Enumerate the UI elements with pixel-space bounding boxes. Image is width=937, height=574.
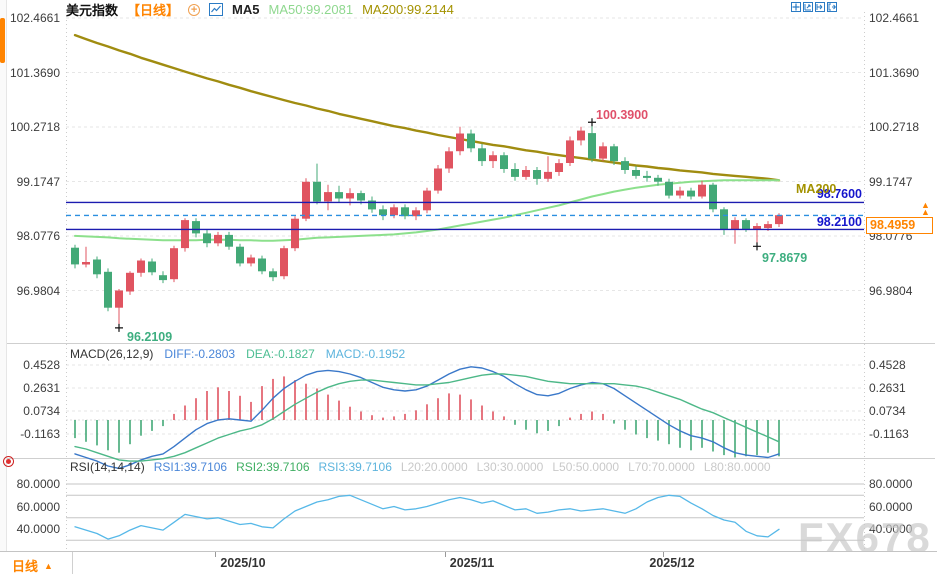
instrument-title: 美元指数 [66,3,119,18]
circle-plus-icon[interactable]: + [188,3,201,16]
macd-name[interactable]: MACD(26,12,9) [70,347,154,361]
high-price-label: 100.3900 [596,108,649,122]
month-tick [445,552,446,557]
macd-diff-value: DIFF:-0.2803 [164,347,236,361]
exit-chart-icon[interactable] [827,2,837,12]
period-selector[interactable]: 日线 ▲ [12,556,53,574]
month-label: 2025/10 [220,556,266,570]
live-indicator-icon[interactable] [3,456,14,467]
rsi-l30-value: L30:30.0000 [476,460,544,474]
rsi-l50-value: L50:50.0000 [552,460,620,474]
macd-axis-label: 0.2631 [23,381,60,395]
price-axis-label: 102.4661 [9,11,60,25]
price-axis-label: 98.0776 [16,229,60,243]
rsi2-value: RSI2:39.7106 [236,460,310,474]
macd-axis-label: 0.0734 [23,404,60,418]
price-axis-label: 101.3690 [9,65,60,80]
ma50-label[interactable]: MA50:99.2081 [268,2,354,17]
rsi1-value: RSI1:39.7106 [153,460,228,474]
rsi-axis-label: 40.0000 [16,522,60,536]
macd-axis-label: 0.2631 [869,381,906,395]
candlestick-chart-icon[interactable] [209,3,224,16]
ma200-line-tag: MA200 [796,182,837,196]
macd-dea-value: DEA:-0.1827 [246,347,315,361]
resistance-price-label[interactable]: 98.7600 [816,187,862,201]
rsi-axis-label: 80.0000 [16,477,60,491]
price-axis-label: 100.2718 [9,120,60,134]
scrollbar-thumb[interactable] [0,18,5,63]
rsi-name[interactable]: RSI(14,14,14) [70,460,145,474]
rsi-axis-label: 80.0000 [869,477,913,491]
price-axis-label: 96.9804 [869,283,913,298]
chart-header: 美元指数 【日线】 + MA5 MA50:99.2081 MA200:99.21… [66,1,454,18]
price-axis-label: 99.1747 [869,174,913,189]
fit-vertical-icon[interactable] [803,2,813,12]
left-scrollbar[interactable] [0,0,7,574]
support-price-label[interactable]: 98.2100 [816,215,862,229]
recent-low-price-label: 97.8679 [762,251,808,265]
fit-horizontal-icon[interactable] [815,2,825,12]
rsi3-value: RSI3:39.7106 [318,460,392,474]
rsi-l70-value: L70:70.0000 [628,460,695,474]
price-axis-label: 100.2718 [869,120,920,134]
rsi-axis-label: 60.0000 [869,499,913,514]
month-label: 2025/12 [649,556,695,570]
period-label: 日线 [12,559,39,574]
macd-axis-label: -0.1163 [20,427,60,441]
last-price-badge: 98.4959 [866,217,933,234]
rsi-l20-value: L20:20.0000 [400,460,468,474]
ma200-label[interactable]: MA200:99.2144 [362,2,454,17]
price-up-arrow-icon: ▲ ▲ [921,200,930,217]
chevron-up-icon: ▲ [44,560,53,571]
price-axis-label: 102.4661 [869,11,920,25]
macd-axis-label: -0.1163 [869,427,909,441]
macd-value: MACD:-0.1952 [325,347,406,361]
macd-axis-label: 0.4528 [23,358,60,372]
price-axis-label: 96.9804 [16,283,60,298]
macd-axis-label: 0.4528 [869,358,906,372]
rsi-axis-label: 40.0000 [869,522,913,536]
period-tag[interactable]: 【日线】 [127,3,180,18]
month-tick [215,552,216,557]
macd-indicator-header: MACD(26,12,9) DIFF:-0.2803 DEA:-0.1827 M… [70,347,405,361]
price-axis-label: 101.3690 [869,65,920,80]
price-axis-label: 99.1747 [16,174,60,189]
rsi-l80-value: L80:80.0000 [703,460,771,474]
chart-toolbar [791,2,837,12]
rsi-indicator-header: RSI(14,14,14) RSI1:39.7106 RSI2:39.7106 … [70,460,771,474]
rsi-axis-label: 60.0000 [16,499,60,514]
month-tick [663,552,664,557]
macd-axis-label: 0.0734 [869,404,906,418]
low-price-label: 96.2109 [127,330,173,344]
time-axis-bar: 日线 ▲ 2025/10 2025/11 2025/12 [0,551,937,574]
ma5-label[interactable]: MA5 [232,2,260,17]
month-label: 2025/11 [449,556,495,570]
pan-icon[interactable] [791,2,801,12]
footer-divider [72,552,73,574]
